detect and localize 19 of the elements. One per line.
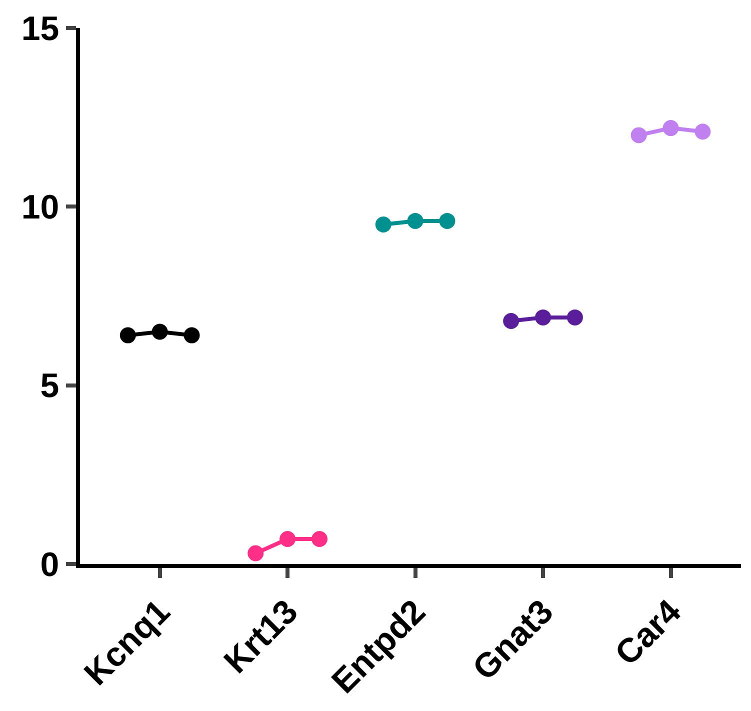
- point: [120, 327, 136, 344]
- y-tick-label: 15: [21, 10, 60, 48]
- point: [630, 127, 647, 144]
- point: [535, 309, 552, 326]
- point: [566, 309, 583, 326]
- y-tick-label: 10: [21, 188, 60, 227]
- point: [407, 212, 424, 229]
- point: [280, 530, 296, 547]
- point: [248, 545, 264, 562]
- point: [152, 324, 168, 340]
- point: [184, 327, 200, 344]
- point: [375, 216, 392, 233]
- y-tick-label: 0: [40, 546, 60, 584]
- point: [503, 313, 520, 330]
- y-tick-label: 5: [40, 367, 60, 406]
- point: [311, 530, 328, 547]
- point: [439, 212, 456, 229]
- point: [694, 124, 711, 140]
- point: [662, 120, 679, 136]
